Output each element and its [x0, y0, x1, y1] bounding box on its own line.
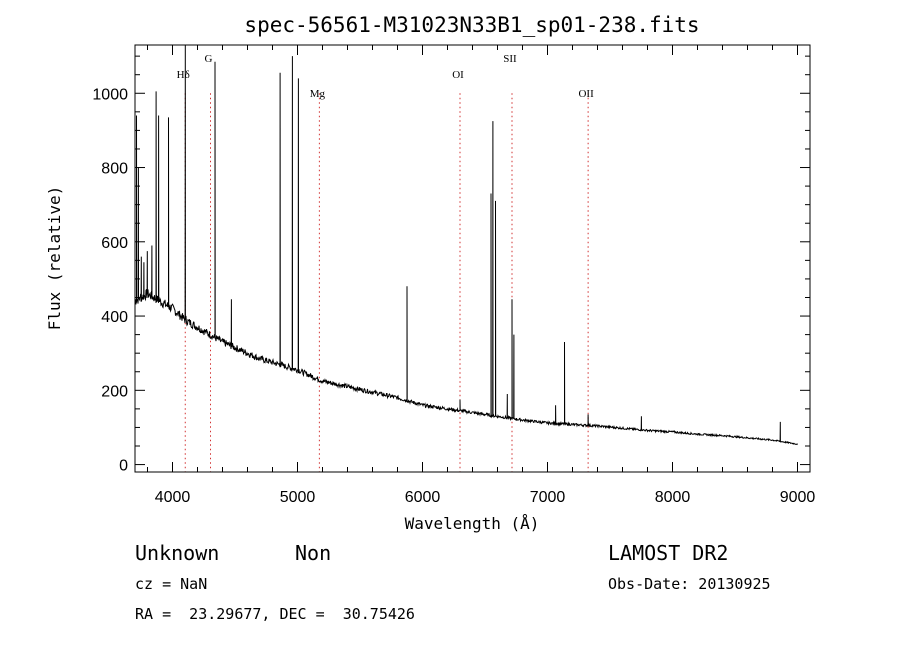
- spectrum-line: [134, 44, 798, 446]
- observation-date: Obs-Date: 20130925: [608, 575, 771, 593]
- reference-line-label-0: Hδ: [177, 69, 190, 81]
- redshift-value: cz = NaN: [135, 575, 208, 593]
- reference-lines: Hδ G Mg OI SII OII: [177, 53, 594, 472]
- reference-line-label-1: G: [205, 53, 213, 65]
- x-tick-label-1: 5000: [280, 489, 316, 506]
- survey-name: LAMOST DR2: [608, 541, 729, 565]
- y-tick-label-5: 1000: [92, 86, 128, 103]
- y-tick-label-3: 600: [101, 235, 128, 252]
- y-axis-label: Flux (relative): [45, 186, 64, 331]
- reference-line-label-5: OII: [578, 88, 594, 100]
- reference-line-label-4: SII: [503, 53, 517, 65]
- reference-line-label-3: OI: [452, 69, 464, 81]
- x-tick-label-4: 8000: [655, 489, 691, 506]
- object-class: Unknown: [135, 541, 220, 565]
- x-tick-label-0: 4000: [155, 489, 191, 506]
- object-subclass: Non: [295, 541, 332, 565]
- reference-line-label-2: Mg: [310, 88, 326, 100]
- plot-frame: [134, 44, 811, 473]
- y-tick-label-1: 200: [101, 383, 128, 400]
- chart-title: spec-56561-M31023N33B1_sp01-238.fits: [244, 13, 699, 37]
- coordinates: RA = 23.29677, DEC = 30.75426: [135, 605, 415, 623]
- x-tick-label-5: 9000: [780, 489, 816, 506]
- x-axis-label: Wavelength (Å): [405, 514, 540, 533]
- y-tick-label-4: 800: [101, 161, 128, 178]
- x-tick-label-3: 7000: [530, 489, 566, 506]
- y-axis: 0 200 400 600 800 1000: [92, 55, 810, 475]
- x-axis: 4000 5000 6000 7000 8000 9000: [147, 45, 816, 506]
- spectrum-series: [134, 44, 798, 446]
- y-tick-label-2: 400: [101, 309, 128, 326]
- x-tick-label-2: 6000: [405, 489, 441, 506]
- y-tick-label-0: 0: [119, 458, 128, 475]
